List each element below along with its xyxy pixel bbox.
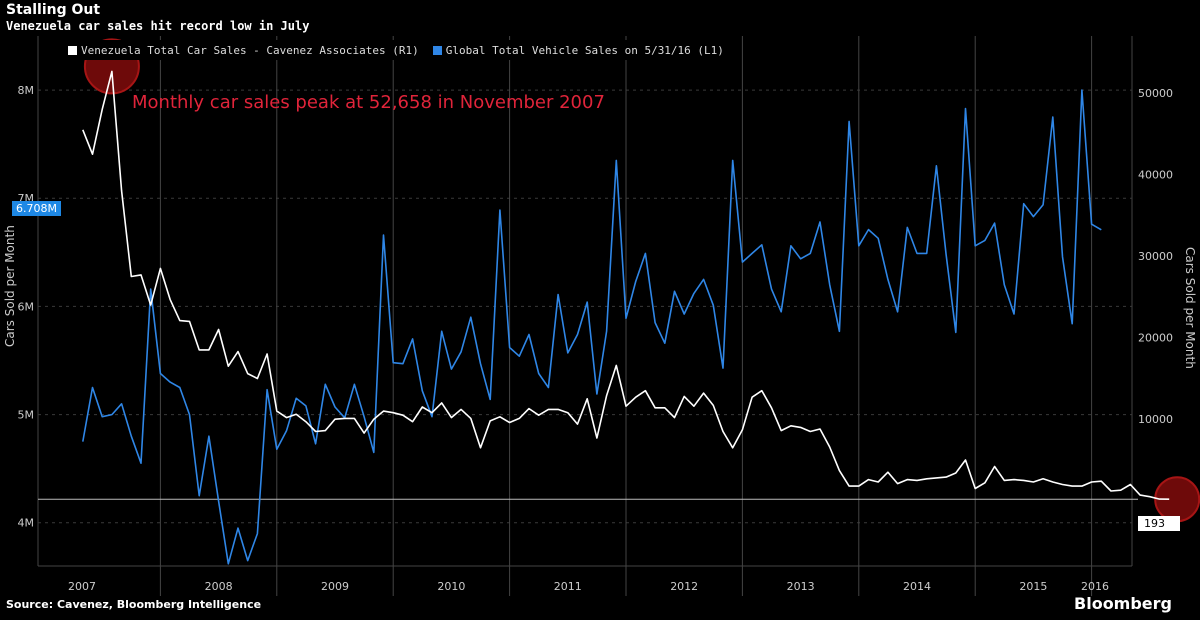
y-axis-right-label: Cars Sold per Month	[1183, 247, 1197, 369]
chart-title: Stalling Out	[6, 2, 101, 18]
last-value-left-badge: 6.708M	[12, 201, 61, 216]
y-axis-left-label: Cars Sold per Month	[3, 225, 17, 347]
x-tick-label: 2014	[903, 580, 931, 593]
y-left-tick-label: 5M	[18, 409, 35, 422]
x-tick-label: 2016	[1081, 580, 1109, 593]
series-line-global	[82, 89, 1102, 565]
x-tick-label: 2013	[787, 580, 815, 593]
y-right-tick-label: 40000	[1138, 169, 1173, 182]
legend-item-venezuela: Venezuela Total Car Sales - Cavenez Asso…	[68, 44, 419, 57]
last-value-right-badge: 193	[1138, 516, 1180, 531]
x-tick-label: 2009	[321, 580, 349, 593]
legend-label-venezuela: Venezuela Total Car Sales - Cavenez Asso…	[81, 43, 419, 57]
chart-subtitle: Venezuela car sales hit record low in Ju…	[6, 19, 310, 33]
chart-legend: Venezuela Total Car Sales - Cavenez Asso…	[62, 40, 730, 60]
x-tick-label: 2012	[670, 580, 698, 593]
y-right-tick-label: 10000	[1138, 413, 1173, 426]
legend-label-global: Global Total Vehicle Sales on 5/31/16 (L…	[445, 43, 724, 57]
legend-swatch-global	[432, 45, 442, 55]
x-tick-label: 2011	[554, 580, 582, 593]
y-left-tick-label: 4M	[18, 517, 35, 530]
y-left-tick-label: 8M	[18, 84, 35, 97]
y-right-tick-label: 50000	[1138, 87, 1173, 100]
y-right-tick-label: 20000	[1138, 332, 1173, 345]
x-tick-label: 2015	[1019, 580, 1047, 593]
legend-item-global: Global Total Vehicle Sales on 5/31/16 (L…	[432, 43, 724, 57]
x-tick-label: 2007	[68, 580, 96, 593]
peak-annotation: Monthly car sales peak at 52,658 in Nove…	[132, 92, 605, 113]
y-left-tick-label: 6M	[18, 300, 35, 313]
x-tick-label: 2008	[205, 580, 233, 593]
legend-swatch-venezuela	[68, 45, 77, 55]
bloomberg-logo: Bloomberg	[1074, 594, 1172, 613]
x-tick-label: 2010	[437, 580, 465, 593]
y-right-tick-label: 30000	[1138, 250, 1173, 263]
series-line-venezuela	[82, 70, 1170, 500]
source-note: Source: Cavenez, Bloomberg Intelligence	[6, 598, 262, 611]
